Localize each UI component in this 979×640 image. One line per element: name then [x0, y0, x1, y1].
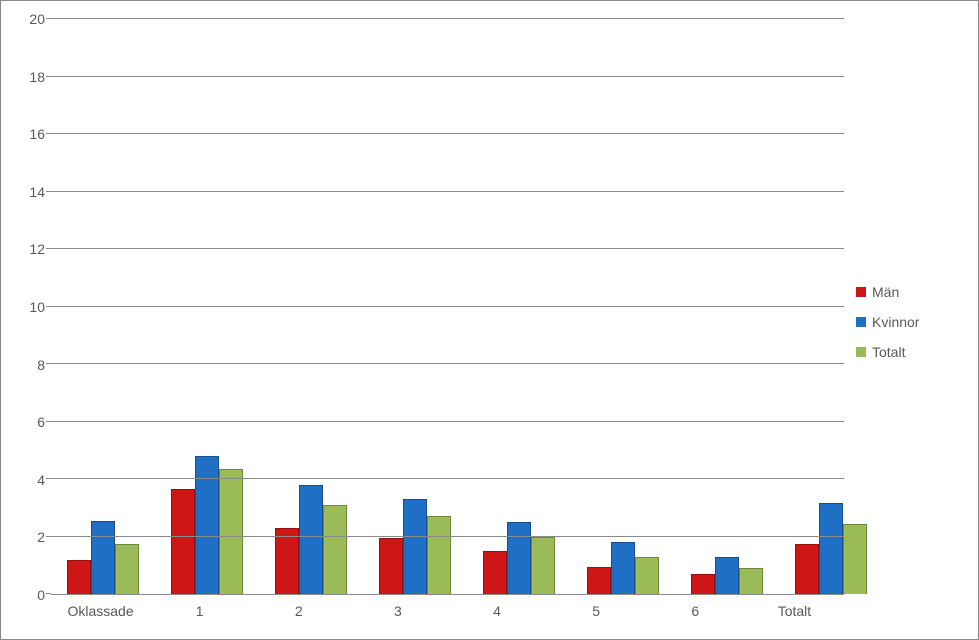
bar — [843, 524, 867, 594]
y-axis-label: 4 — [37, 472, 45, 488]
bar — [739, 568, 763, 594]
y-axis: 02468101214161820 — [15, 19, 51, 595]
y-tick — [46, 421, 51, 422]
x-axis-label: 1 — [150, 595, 249, 625]
gridline — [51, 248, 844, 249]
gridline — [51, 421, 844, 422]
bar — [691, 574, 715, 594]
y-tick — [46, 536, 51, 537]
y-axis-label: 10 — [29, 299, 45, 315]
bar-group — [675, 19, 779, 594]
x-axis-label: Totalt — [745, 595, 844, 625]
bar — [531, 537, 555, 595]
bar-group — [467, 19, 571, 594]
gridline — [51, 363, 844, 364]
bar — [379, 538, 403, 594]
bar-group — [155, 19, 259, 594]
bar — [483, 551, 507, 594]
bar — [819, 503, 843, 594]
bar-group — [51, 19, 155, 594]
gridline — [51, 76, 844, 77]
bar — [403, 499, 427, 594]
gridline — [51, 536, 844, 537]
bar-group — [571, 19, 675, 594]
gridline — [51, 18, 844, 19]
bar-groups — [51, 19, 844, 594]
x-axis-label: 5 — [547, 595, 646, 625]
bar-group — [259, 19, 363, 594]
gridline — [51, 133, 844, 134]
y-tick — [46, 593, 51, 594]
y-tick — [46, 18, 51, 19]
y-axis-label: 14 — [29, 184, 45, 200]
plot-row: 02468101214161820 — [15, 19, 844, 595]
bar-group — [363, 19, 467, 594]
bar — [195, 456, 219, 594]
bar — [427, 516, 451, 594]
bar — [91, 521, 115, 594]
y-tick — [46, 248, 51, 249]
y-tick — [46, 363, 51, 364]
gridline — [51, 306, 844, 307]
bar — [587, 567, 611, 594]
chart-container: 02468101214161820 Oklassade123456Totalt … — [0, 0, 979, 640]
gridline — [51, 478, 844, 479]
y-tick — [46, 191, 51, 192]
y-tick — [46, 306, 51, 307]
bar — [171, 489, 195, 594]
y-axis-label: 2 — [37, 529, 45, 545]
bar — [795, 544, 819, 594]
x-axis: Oklassade123456Totalt — [51, 595, 844, 625]
plot-column: 02468101214161820 Oklassade123456Totalt — [15, 19, 844, 625]
y-tick — [46, 133, 51, 134]
bar — [611, 542, 635, 594]
gridline — [51, 191, 844, 192]
bar-group — [779, 19, 883, 594]
y-tick — [46, 76, 51, 77]
plot-area — [51, 19, 844, 595]
y-tick — [46, 478, 51, 479]
bar — [219, 469, 243, 594]
bar — [115, 544, 139, 594]
y-axis-label: 20 — [29, 11, 45, 27]
x-axis-label: 4 — [448, 595, 547, 625]
bar — [299, 485, 323, 594]
bar — [635, 557, 659, 594]
y-axis-label: 18 — [29, 69, 45, 85]
x-axis-label: 2 — [249, 595, 348, 625]
bar — [275, 528, 299, 594]
bar — [323, 505, 347, 594]
y-axis-label: 12 — [29, 241, 45, 257]
bar — [715, 557, 739, 594]
y-axis-label: 16 — [29, 126, 45, 142]
y-axis-label: 6 — [37, 414, 45, 430]
y-axis-label: 0 — [37, 587, 45, 603]
y-axis-label: 8 — [37, 357, 45, 373]
x-axis-label: 6 — [646, 595, 745, 625]
x-axis-label: Oklassade — [51, 595, 150, 625]
x-axis-label: 3 — [348, 595, 447, 625]
bar — [507, 522, 531, 594]
bar — [67, 560, 91, 595]
